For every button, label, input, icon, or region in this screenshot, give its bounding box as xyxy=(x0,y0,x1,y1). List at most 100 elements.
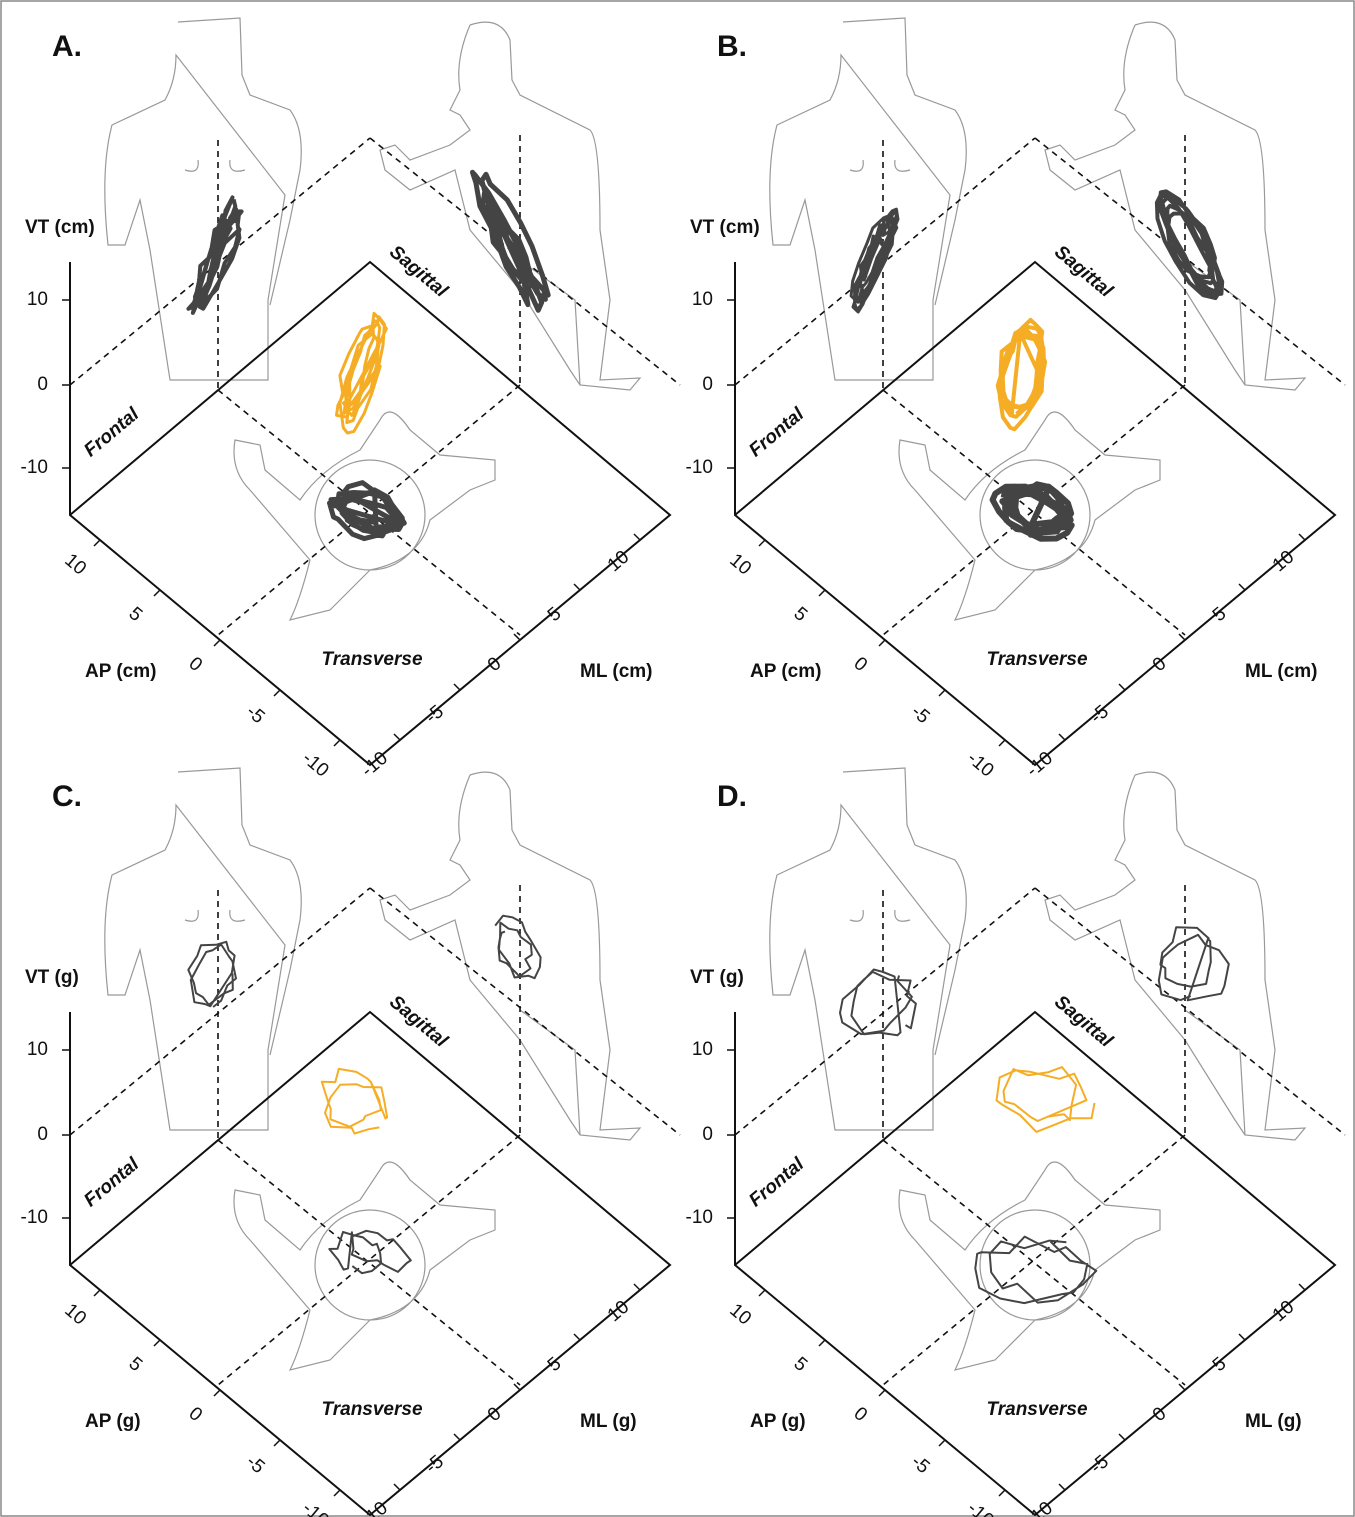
transverse-label: Transverse xyxy=(986,649,1087,670)
ap-tick-label: 10 xyxy=(725,1300,755,1330)
tick-mark xyxy=(1059,1484,1065,1490)
vt-tick-label: 10 xyxy=(27,1039,48,1060)
sagittal-label: Sagittal xyxy=(385,242,452,303)
ml-tick-label: 0 xyxy=(484,1403,506,1426)
tick-mark xyxy=(214,640,220,646)
ml-tick-label: 0 xyxy=(1149,1403,1171,1426)
ml-tick-label: 10 xyxy=(1269,1297,1299,1327)
tick-mark xyxy=(634,1284,640,1290)
vt-tick-label: -10 xyxy=(21,457,48,478)
ap-tick-label: 0 xyxy=(185,1403,207,1426)
tick-mark xyxy=(274,690,280,696)
frontal-label: Frontal xyxy=(745,403,808,461)
trajectory xyxy=(188,197,241,313)
silhouette-front xyxy=(105,768,301,1130)
tick-mark xyxy=(939,1440,945,1446)
ap-tick-label: -5 xyxy=(907,1451,933,1478)
ml-tick-label: -10 xyxy=(357,748,392,782)
tick-mark xyxy=(454,1434,460,1440)
trajectory xyxy=(188,942,236,1007)
trajectory xyxy=(329,1231,411,1273)
trajectory xyxy=(840,970,916,1036)
ap-axis-label: AP (cm) xyxy=(750,661,821,682)
ap-tick-label: 5 xyxy=(125,603,147,626)
vt-tick-label: 0 xyxy=(702,374,713,395)
silhouette-front xyxy=(770,18,966,380)
dashed-line xyxy=(70,888,370,1135)
ap-tick-label: -10 xyxy=(963,748,998,782)
frontal-label: Frontal xyxy=(745,1153,808,1211)
vt-tick-label: 0 xyxy=(702,1124,713,1145)
ap-tick-label: 0 xyxy=(850,1403,872,1426)
ml-axis-label: ML (g) xyxy=(580,1411,637,1432)
tick-mark xyxy=(574,584,580,590)
tick-mark xyxy=(394,1484,400,1490)
ap-tick-label: -5 xyxy=(242,1451,268,1478)
tick-mark xyxy=(1299,1284,1305,1290)
figure-border xyxy=(1,1,1354,1516)
silhouette-side xyxy=(380,772,640,1140)
ml-tick-label: 5 xyxy=(544,603,566,626)
silhouette-front xyxy=(105,18,301,380)
tick-mark xyxy=(94,540,100,546)
tick-mark xyxy=(574,1334,580,1340)
ml-tick-label: 5 xyxy=(544,1353,566,1376)
panel: B.VT (cm)AP (cm)ML (cm)FrontalSagittalTr… xyxy=(686,18,1345,782)
vt-tick-label: 0 xyxy=(37,1124,48,1145)
transverse-label: Transverse xyxy=(321,1399,422,1420)
ml-tick-label: 5 xyxy=(1209,1353,1231,1376)
panel-label: C. xyxy=(52,780,82,813)
ap-axis-label: AP (cm) xyxy=(85,661,156,682)
vt-axis-label: VT (cm) xyxy=(690,217,760,238)
panel: A.VT (cm)AP (cm)ML (cm)FrontalSagittalTr… xyxy=(21,18,680,782)
transverse-label: Transverse xyxy=(986,1399,1087,1420)
ap-tick-label: 10 xyxy=(60,550,90,580)
ap-tick-label: -10 xyxy=(298,1498,333,1517)
tick-mark xyxy=(214,1390,220,1396)
tick-mark xyxy=(1239,1334,1245,1340)
tick-mark xyxy=(154,1340,160,1346)
tick-mark xyxy=(1119,1434,1125,1440)
dashed-line xyxy=(735,888,1035,1135)
tick-mark xyxy=(334,740,340,746)
vt-tick-label: 10 xyxy=(692,289,713,310)
silhouette-side xyxy=(1045,772,1305,1140)
panel: D.VT (g)AP (g)ML (g)FrontalSagittalTrans… xyxy=(686,768,1345,1517)
vt-tick-label: -10 xyxy=(686,1207,713,1228)
tick-mark xyxy=(274,1440,280,1446)
tick-mark xyxy=(154,590,160,596)
trajectory xyxy=(473,172,549,310)
ml-axis-label: ML (cm) xyxy=(580,661,652,682)
trajectory xyxy=(1157,191,1222,298)
panel: C.VT (g)AP (g)ML (g)FrontalSagittalTrans… xyxy=(21,768,680,1517)
ml-tick-label: -5 xyxy=(421,1451,447,1478)
trajectory xyxy=(851,209,898,312)
tick-mark xyxy=(759,540,765,546)
ml-tick-label: 0 xyxy=(1149,653,1171,676)
ap-axis-label: AP (g) xyxy=(85,1411,141,1432)
trajectory xyxy=(997,1067,1095,1132)
ml-tick-label: 10 xyxy=(1269,547,1299,577)
ap-tick-label: 5 xyxy=(790,603,812,626)
tick-mark xyxy=(759,1290,765,1296)
tick-mark xyxy=(1299,534,1305,540)
figure: A.VT (cm)AP (cm)ML (cm)FrontalSagittalTr… xyxy=(0,0,1355,1517)
vt-tick-label: -10 xyxy=(21,1207,48,1228)
vt-tick-label: 10 xyxy=(692,1039,713,1060)
tick-mark xyxy=(94,1290,100,1296)
ap-tick-label: -5 xyxy=(242,701,268,728)
sagittal-label: Sagittal xyxy=(1050,242,1117,303)
vt-axis-label: VT (g) xyxy=(690,967,744,988)
ap-tick-label: 10 xyxy=(60,1300,90,1330)
ap-tick-label: 10 xyxy=(725,550,755,580)
ml-axis-label: ML (g) xyxy=(1245,1411,1302,1432)
ml-tick-label: 10 xyxy=(604,1297,634,1327)
ap-tick-label: 5 xyxy=(790,1353,812,1376)
ap-tick-label: -10 xyxy=(963,1498,998,1517)
panel-label: D. xyxy=(717,780,747,813)
tick-mark xyxy=(454,684,460,690)
vt-axis-label: VT (g) xyxy=(25,967,79,988)
tick-mark xyxy=(634,534,640,540)
ml-tick-label: -5 xyxy=(421,701,447,728)
vt-tick-label: 10 xyxy=(27,289,48,310)
